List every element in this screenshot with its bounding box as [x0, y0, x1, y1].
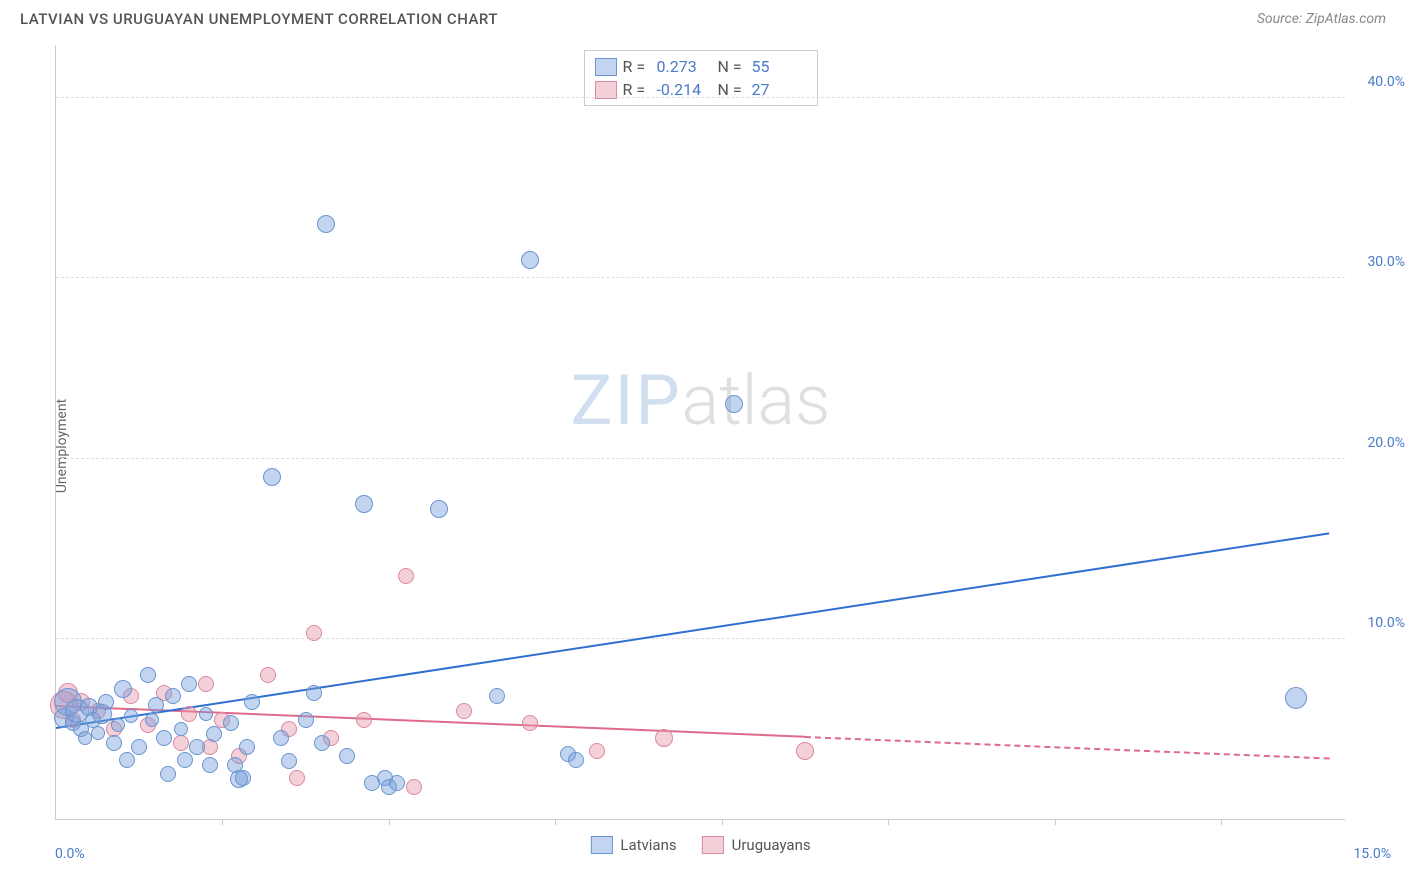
grid-line [56, 97, 1345, 98]
swatch-uruguayans-bottom [702, 836, 724, 854]
data-point-latvians [131, 739, 147, 755]
data-point-latvians [263, 468, 281, 486]
data-point-uruguayans [260, 667, 276, 683]
data-point-latvians [181, 676, 197, 692]
y-tick-label: 20.0% [1355, 435, 1405, 451]
chart-title: LATVIAN VS URUGUAYAN UNEMPLOYMENT CORREL… [20, 10, 498, 28]
data-point-latvians [174, 722, 188, 736]
legend-item-uruguayans: Uruguayans [702, 836, 811, 854]
legend-item-latvians: Latvians [590, 836, 676, 854]
data-point-latvians [521, 251, 539, 269]
y-tick-label: 40.0% [1355, 74, 1405, 90]
data-point-uruguayans [456, 703, 472, 719]
source-attribution: Source: ZipAtlas.com [1257, 11, 1386, 27]
x-tick [222, 819, 223, 825]
x-tick [1221, 819, 1222, 825]
data-point-latvians [98, 694, 114, 710]
data-point-latvians [223, 715, 239, 731]
data-point-latvians [206, 726, 222, 742]
y-tick-label: 10.0% [1355, 615, 1405, 631]
chart-header: LATVIAN VS URUGUAYAN UNEMPLOYMENT CORREL… [0, 0, 1406, 33]
data-point-uruguayans [398, 568, 414, 584]
data-point-uruguayans [406, 779, 422, 795]
watermark: ZIPatlas [571, 360, 831, 442]
x-tick [888, 819, 889, 825]
data-point-latvians [235, 770, 251, 786]
data-point-latvians [119, 752, 135, 768]
data-point-latvians [244, 694, 260, 710]
data-point-latvians [202, 757, 218, 773]
x-tick [555, 819, 556, 825]
data-point-uruguayans [655, 729, 673, 747]
data-point-latvians [111, 718, 125, 732]
data-point-latvians [199, 707, 213, 721]
data-point-uruguayans [181, 706, 197, 722]
data-point-latvians [189, 739, 205, 755]
data-point-latvians [177, 752, 193, 768]
data-point-uruguayans [306, 625, 322, 641]
x-tick [1055, 819, 1056, 825]
data-point-uruguayans [589, 743, 605, 759]
data-point-latvians [568, 752, 584, 768]
x-axis-min-label: 0.0% [55, 846, 85, 862]
data-point-latvians [140, 667, 156, 683]
data-point-latvians [165, 688, 181, 704]
scatter-chart: ZIPatlas R = 0.273 N = 55 R = -0.214 N =… [55, 45, 1345, 820]
data-point-latvians [160, 766, 176, 782]
swatch-uruguayans [595, 81, 617, 99]
data-point-uruguayans [796, 742, 814, 760]
data-point-uruguayans [198, 676, 214, 692]
data-point-latvians [156, 730, 172, 746]
data-point-latvians [306, 685, 322, 701]
data-point-latvians [148, 697, 164, 713]
data-point-latvians [389, 775, 405, 791]
data-point-latvians [273, 730, 289, 746]
data-point-latvians [298, 712, 314, 728]
x-tick [389, 819, 390, 825]
data-point-latvians [317, 215, 335, 233]
data-point-latvians [489, 688, 505, 704]
data-point-latvians [91, 726, 105, 740]
data-point-uruguayans [356, 712, 372, 728]
data-point-latvians [145, 713, 159, 727]
data-point-uruguayans [289, 770, 305, 786]
grid-line [56, 638, 1345, 639]
grid-line [56, 458, 1345, 459]
data-point-latvians [725, 395, 743, 413]
series-legend: Latvians Uruguayans [590, 836, 810, 854]
data-point-latvians [430, 500, 448, 518]
data-point-latvians [281, 753, 297, 769]
data-point-latvians [314, 735, 330, 751]
data-point-latvians [124, 709, 138, 723]
y-tick-label: 30.0% [1355, 254, 1405, 270]
swatch-latvians [595, 58, 617, 76]
data-point-latvians [106, 735, 122, 751]
data-point-latvians [239, 739, 255, 755]
swatch-latvians-bottom [590, 836, 612, 854]
x-tick [722, 819, 723, 825]
data-point-latvians [355, 495, 373, 513]
data-point-latvians [114, 680, 132, 698]
trend-line-dashed [805, 736, 1329, 760]
data-point-latvians [1285, 687, 1307, 709]
data-point-uruguayans [522, 715, 538, 731]
data-point-latvians [339, 748, 355, 764]
x-axis-max-label: 15.0% [1353, 846, 1391, 862]
grid-line [56, 277, 1345, 278]
legend-row-latvians: R = 0.273 N = 55 [595, 55, 807, 78]
data-point-uruguayans [173, 735, 189, 751]
